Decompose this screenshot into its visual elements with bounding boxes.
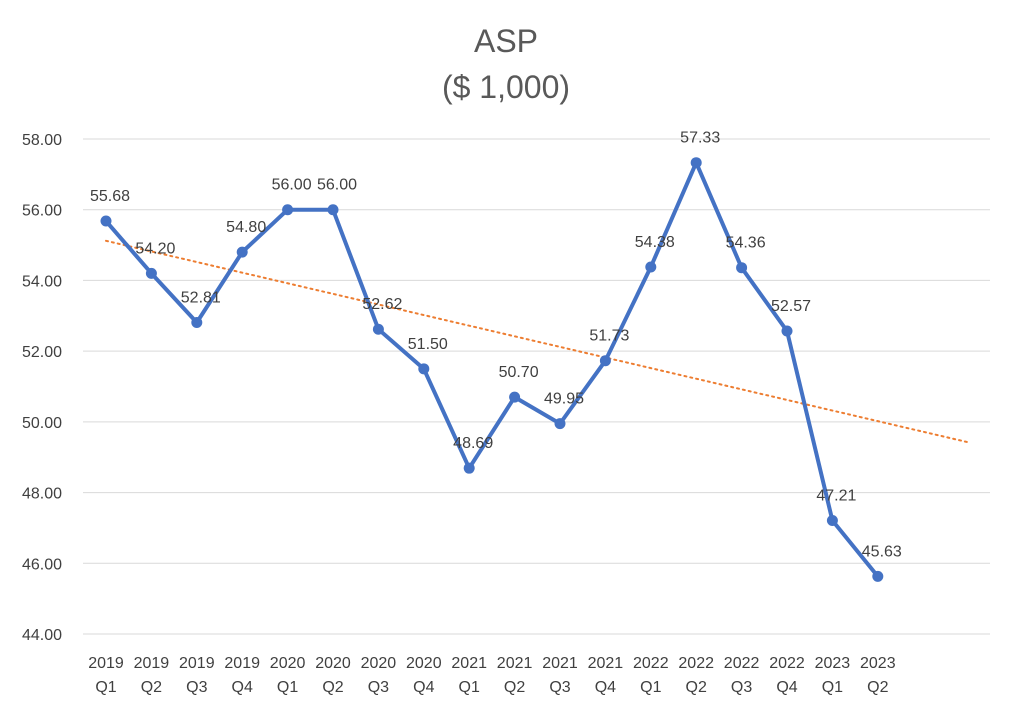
x-tick-quarter: Q2: [322, 679, 343, 696]
data-label: 45.63: [862, 543, 902, 560]
x-tick-year: 2022: [633, 655, 669, 672]
data-label: 50.70: [499, 364, 539, 381]
x-tick-quarter: Q1: [640, 679, 661, 696]
data-point: [327, 204, 339, 216]
data-point: [282, 204, 294, 216]
x-tick-quarter: Q3: [731, 679, 752, 696]
x-tick-year: 2019: [179, 655, 215, 672]
x-tick-quarter: Q1: [277, 679, 298, 696]
y-tick-label: 58.00: [22, 132, 62, 149]
x-tick-quarter: Q4: [595, 679, 616, 696]
data-label: 51.50: [408, 336, 448, 353]
data-label: 49.95: [544, 391, 584, 408]
chart-title-block: ASP ($ 1,000): [0, 18, 1012, 110]
data-label: 51.73: [589, 328, 629, 345]
data-point: [236, 246, 248, 258]
y-axis-tick-labels: 44.00 46.00 48.00 50.00 52.00 54.00 56.00 58.00: [22, 132, 62, 644]
y-tick-label: 46.00: [22, 556, 62, 573]
data-label: 57.33: [680, 130, 720, 147]
series-line: [104, 160, 880, 579]
data-label: 48.69: [453, 435, 493, 452]
x-tick-quarter: Q1: [95, 679, 116, 696]
x-tick-quarter: Q3: [368, 679, 389, 696]
x-tick-year: 2021: [588, 655, 624, 672]
data-label: 56.00: [272, 177, 312, 194]
data-point: [645, 261, 657, 273]
x-tick-quarter: Q1: [822, 679, 843, 696]
data-label: 47.21: [816, 488, 856, 505]
x-tick-year: 2020: [406, 655, 442, 672]
data-label: 54.36: [726, 235, 766, 252]
data-point: [554, 418, 566, 430]
x-tick-year: 2019: [88, 655, 124, 672]
trendline: [105, 239, 970, 444]
x-tick-year: 2022: [724, 655, 760, 672]
data-point: [463, 462, 475, 474]
data-point: [372, 323, 384, 335]
x-tick-quarter: Q4: [413, 679, 434, 696]
x-tick-quarter: Q3: [549, 679, 570, 696]
x-tick-year: 2022: [769, 655, 805, 672]
data-point: [191, 317, 203, 329]
data-label: 54.80: [226, 219, 266, 236]
data-point: [690, 157, 702, 169]
y-tick-label: 52.00: [22, 344, 62, 361]
y-tick-label: 54.00: [22, 273, 62, 290]
y-tick-label: 44.00: [22, 627, 62, 644]
x-tick-year: 2019: [134, 655, 170, 672]
data-label: 52.81: [181, 290, 221, 307]
x-tick-year: 2021: [542, 655, 578, 672]
x-tick-year: 2019: [224, 655, 260, 672]
data-labels: 55.68 54.20 52.81 54.80 56.00 56.00 52.62 51.50…: [90, 130, 902, 561]
data-label: 52.57: [771, 298, 811, 315]
x-tick-quarter: Q1: [459, 679, 480, 696]
x-tick-year: 2022: [678, 655, 714, 672]
y-tick-label: 50.00: [22, 415, 62, 432]
x-tick-year: 2020: [361, 655, 397, 672]
data-label: 54.20: [135, 240, 175, 257]
x-tick-quarter: Q4: [776, 679, 797, 696]
data-point: [509, 391, 521, 403]
y-tick-label: 48.00: [22, 486, 62, 503]
x-axis-tick-labels: 2019 Q1 2019 Q2 2019 Q3 2019 Q4 2020 Q1 2020 Q2 2020…: [88, 655, 895, 696]
data-label: 52.62: [362, 296, 402, 313]
x-tick-quarter: Q2: [686, 679, 707, 696]
data-point: [872, 570, 884, 582]
x-tick-year: 2021: [497, 655, 533, 672]
x-tick-quarter: Q3: [186, 679, 207, 696]
x-tick-year: 2020: [315, 655, 351, 672]
x-tick-quarter: Q4: [232, 679, 253, 696]
data-point: [145, 267, 157, 279]
data-label: 54.38: [635, 234, 675, 251]
chart-subtitle: ($ 1,000): [441, 69, 571, 105]
data-label: 56.00: [317, 177, 357, 194]
x-tick-year: 2021: [451, 655, 487, 672]
gridlines: [83, 138, 990, 635]
x-tick-quarter: Q2: [141, 679, 162, 696]
data-point: [736, 262, 748, 274]
x-tick-quarter: Q2: [867, 679, 888, 696]
chart-title: ASP: [473, 23, 539, 59]
data-point: [781, 325, 793, 337]
y-tick-label: 56.00: [22, 203, 62, 220]
series-layer: [100, 157, 884, 582]
x-tick-year: 2023: [860, 655, 896, 672]
data-point: [418, 363, 430, 375]
data-point: [826, 515, 838, 527]
trendline-layer: [105, 239, 970, 444]
x-tick-year: 2020: [270, 655, 306, 672]
data-label: 55.68: [90, 188, 130, 205]
data-point: [100, 215, 112, 227]
x-tick-year: 2023: [815, 655, 851, 672]
data-point: [599, 355, 611, 367]
x-tick-quarter: Q2: [504, 679, 525, 696]
